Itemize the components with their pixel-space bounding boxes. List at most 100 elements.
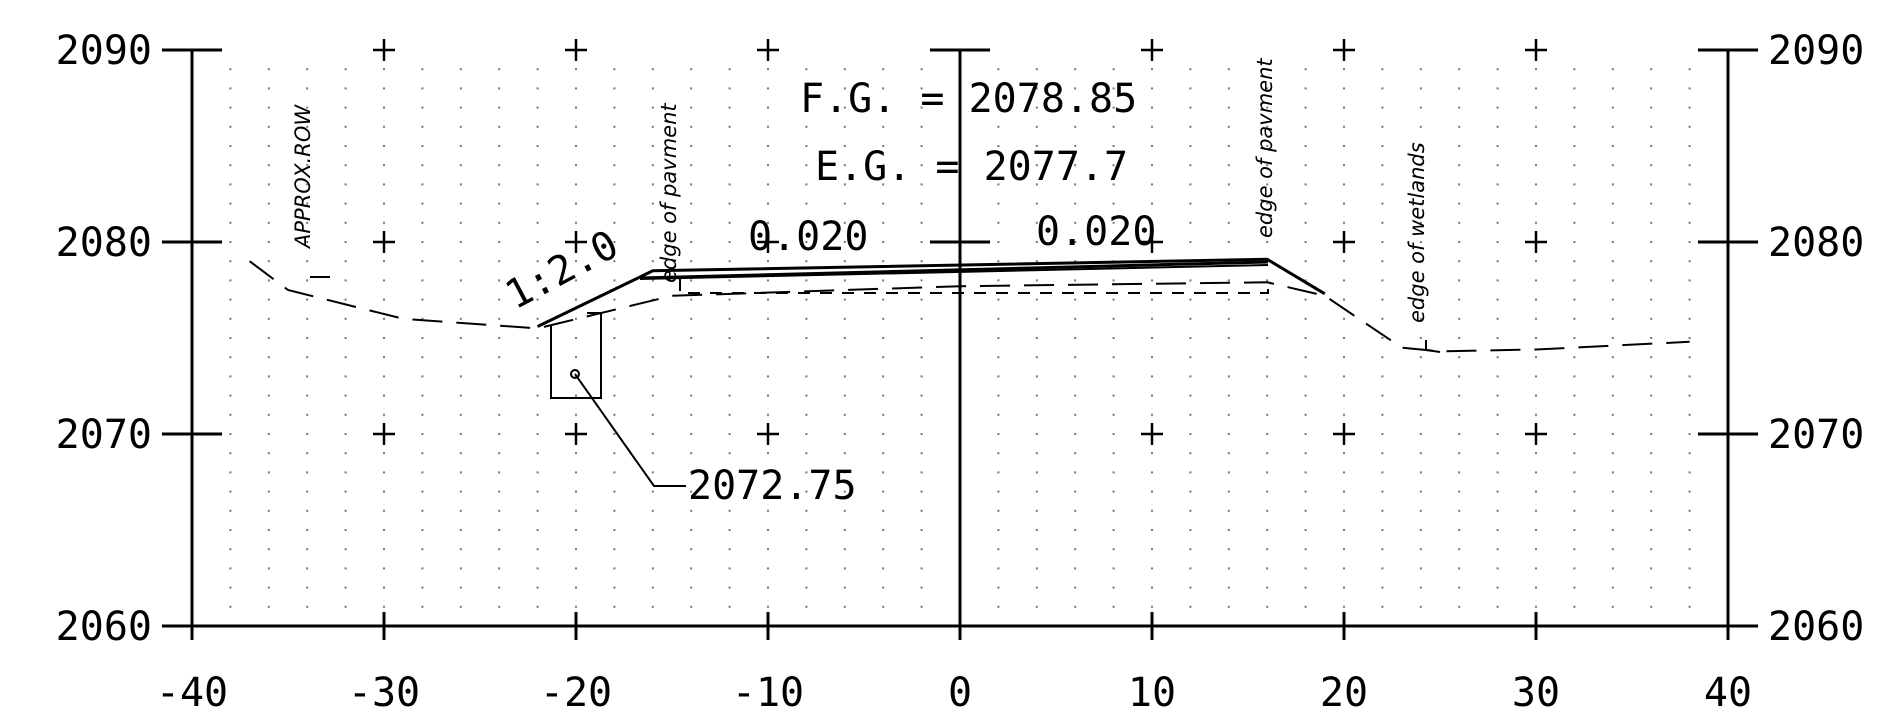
grid-dot — [920, 202, 923, 205]
grid-dot — [1611, 452, 1614, 455]
grid-dot — [344, 471, 347, 474]
grid-dot — [344, 202, 347, 205]
x-tick-label: 20 — [1320, 670, 1368, 716]
x-tick-label: -10 — [732, 670, 804, 716]
grid-dot — [1189, 221, 1192, 224]
grid-dot — [1343, 145, 1345, 147]
grid-dot — [1381, 509, 1384, 512]
grid-dot — [1035, 106, 1038, 109]
grid-dot — [1343, 529, 1345, 531]
grid-dot — [1611, 490, 1614, 493]
grid-dot — [229, 125, 232, 128]
grid-dot — [229, 605, 232, 608]
grid-dot — [1688, 279, 1691, 282]
grid-dot — [613, 567, 616, 570]
grid-dot — [728, 548, 731, 551]
grid-dot — [344, 586, 347, 589]
grid-dot — [843, 202, 846, 205]
grid-dot — [1304, 106, 1307, 109]
grid-plus-mark — [1525, 231, 1547, 253]
grid-dot — [1688, 548, 1691, 551]
grid-dot — [767, 337, 769, 339]
grid-dot — [498, 317, 501, 320]
grid-dot — [1381, 106, 1384, 109]
grid-dot — [882, 221, 885, 224]
grid-dot — [459, 260, 462, 263]
grid-dot — [229, 490, 232, 493]
grid-dot — [1650, 241, 1653, 243]
grid-dot — [997, 567, 1000, 570]
grid-dot — [383, 317, 385, 320]
grid-dot — [1419, 87, 1422, 90]
grid-dot — [267, 433, 270, 435]
grid-dot — [1227, 337, 1230, 339]
grid-dot — [1266, 529, 1269, 531]
grid-dot — [805, 125, 808, 128]
grid-dot — [1266, 106, 1269, 109]
grid-dot — [344, 567, 347, 570]
grid-dot — [1573, 241, 1576, 243]
grid-dot — [421, 317, 424, 320]
x-tick-label: 30 — [1512, 670, 1560, 716]
grid-dot — [421, 471, 424, 474]
grid-dot — [229, 241, 232, 243]
grid-dot — [1458, 241, 1461, 243]
grid-dot — [1035, 490, 1038, 493]
grid-dot — [613, 452, 616, 455]
grid-dot — [613, 529, 616, 531]
grid-dot — [536, 164, 539, 167]
grid-dot — [1074, 433, 1077, 435]
y-tick-label-left: 2080 — [56, 220, 152, 266]
grid-dot — [843, 548, 846, 551]
grid-dot — [805, 605, 808, 608]
grid-dot — [1189, 567, 1192, 570]
edge-pavement-left-marker — [679, 279, 1269, 294]
grid-dot — [1035, 356, 1038, 359]
grid-dot — [1227, 202, 1230, 205]
grid-dot — [690, 567, 693, 570]
grid-dot — [1535, 509, 1537, 512]
grid-dot — [1266, 183, 1269, 186]
grid-dot — [1419, 548, 1422, 551]
grid-dot — [1151, 145, 1153, 147]
grid-dot — [1035, 145, 1038, 147]
grid-dot — [1458, 567, 1461, 570]
grid-dot — [1688, 260, 1691, 263]
grid-dot — [1074, 221, 1077, 224]
grid-dot — [383, 279, 385, 282]
grid-dot — [651, 605, 654, 608]
grid-dot — [498, 260, 501, 263]
grid-dot — [575, 509, 577, 512]
grid-dot — [613, 375, 616, 378]
grid-dot — [728, 490, 731, 493]
grid-dot — [651, 260, 654, 263]
grid-dot — [1304, 452, 1307, 455]
grid-dot — [1189, 375, 1192, 378]
grid-dot — [1573, 548, 1576, 551]
grid-dot — [920, 337, 923, 339]
grid-dot — [498, 605, 501, 608]
grid-dot — [536, 279, 539, 282]
grid-dot — [1496, 394, 1499, 397]
grid-dot — [1496, 164, 1499, 167]
grid-dot — [805, 241, 808, 243]
grid-dot — [1151, 164, 1153, 167]
pavement-subgrade-line — [639, 264, 1269, 280]
grid-dot — [1227, 529, 1230, 531]
grid-dot — [1112, 509, 1115, 512]
grid-dot — [767, 356, 769, 359]
grid-dot — [613, 164, 616, 167]
proposed-section-line — [536, 257, 1326, 328]
grid-dot — [843, 164, 846, 167]
grid-dot — [1573, 68, 1576, 71]
grid-dot — [1496, 471, 1499, 474]
grid-dot — [1688, 125, 1691, 128]
grid-dot — [1650, 548, 1653, 551]
grid-dot — [1151, 452, 1153, 455]
grid-dot — [498, 509, 501, 512]
grid-dot — [1381, 375, 1384, 378]
grid-dot — [536, 605, 539, 608]
edge-pavement-left-label: edge of pavment — [657, 103, 681, 283]
grid-dot — [1573, 145, 1576, 147]
grid-dot — [613, 125, 616, 128]
